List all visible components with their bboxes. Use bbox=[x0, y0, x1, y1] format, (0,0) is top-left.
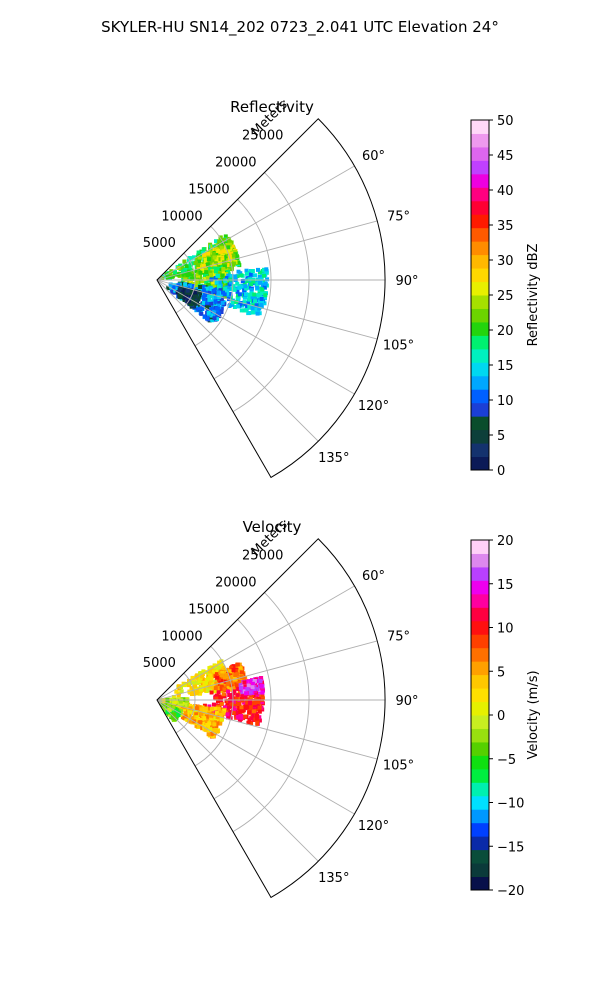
radial-tick-label: 25000 bbox=[242, 549, 283, 564]
echo-region bbox=[166, 281, 230, 323]
colorbar-tick-label: 10 bbox=[497, 622, 514, 637]
azimuth-line bbox=[156, 279, 355, 395]
colorbar-tick-label: 50 bbox=[497, 114, 514, 129]
colorbar-label: Reflectivity dBZ bbox=[526, 244, 541, 347]
radial-tick-label: 15000 bbox=[188, 182, 229, 197]
azimuth-line bbox=[156, 699, 355, 815]
radial-tick-label: 25000 bbox=[242, 129, 283, 144]
echo-field bbox=[160, 234, 270, 323]
angle-tick-label: 90° bbox=[395, 274, 418, 289]
radial-tick-label: 10000 bbox=[161, 209, 202, 224]
range-ring bbox=[194, 225, 234, 347]
colorbar: −20 −15 −10 −5 0 5 10 15 20 Velocity (m/s) bbox=[470, 534, 541, 899]
angle-tick-label: 105° bbox=[383, 339, 414, 354]
range-ring bbox=[213, 619, 272, 800]
angle-tick-label: 120° bbox=[358, 819, 389, 834]
polar-grid bbox=[156, 585, 385, 862]
colorbar-tick-label: 40 bbox=[497, 184, 514, 199]
azimuth-line bbox=[156, 165, 355, 281]
azimuth-line bbox=[156, 279, 378, 340]
radial-tick-label: 20000 bbox=[215, 576, 256, 591]
range-ring bbox=[175, 672, 196, 734]
radial-tick-label: 20000 bbox=[215, 156, 256, 171]
colorbar-tick-label: 5 bbox=[497, 665, 505, 680]
colorbar-tick-label: 35 bbox=[497, 219, 514, 234]
colorbar-tick-label: 20 bbox=[497, 534, 514, 549]
colorbar: 0 5 10 15 20 25 30 35 40 45 50 Reflectivity dBZ bbox=[470, 114, 541, 479]
azimuth-line bbox=[156, 279, 319, 442]
azimuth-line bbox=[156, 699, 319, 862]
colorbar-tick-label: 15 bbox=[497, 359, 514, 374]
colorbar-tick-label: 10 bbox=[497, 394, 514, 409]
colorbar-tick-label: 5 bbox=[497, 429, 505, 444]
reflectivity-panel: Reflectivity500010000150002000025000Mete… bbox=[143, 97, 541, 479]
radial-tick-label: 5000 bbox=[143, 656, 176, 671]
azimuth-line bbox=[156, 585, 355, 701]
angle-tick-label: 90° bbox=[395, 694, 418, 709]
figure-title: SKYLER-HU SN14_202 0723_2.041 UTC Elevat… bbox=[101, 18, 499, 37]
panel-title: Reflectivity bbox=[230, 98, 314, 116]
colorbar-tick-label: 20 bbox=[497, 324, 514, 339]
colorbar-label: Velocity (m/s) bbox=[526, 670, 541, 759]
colorbar-tick-label: 0 bbox=[497, 464, 505, 479]
colorbar-tick-label: −20 bbox=[497, 884, 524, 899]
angle-tick-label: 60° bbox=[362, 569, 385, 584]
angle-tick-label: 105° bbox=[383, 759, 414, 774]
range-ring bbox=[194, 645, 234, 767]
colorbar-tick-label: −10 bbox=[497, 797, 524, 812]
echo-region bbox=[238, 676, 265, 696]
range-ring bbox=[213, 199, 272, 380]
velocity-panel: Velocity500010000150002000025000Meters60… bbox=[143, 517, 541, 899]
polar-grid bbox=[156, 165, 385, 442]
colorbar-tick-label: 0 bbox=[497, 709, 505, 724]
colorbar-tick-label: −15 bbox=[497, 840, 524, 855]
range-ring bbox=[175, 252, 196, 314]
angle-tick-label: 135° bbox=[318, 451, 349, 466]
radial-tick-label: 10000 bbox=[161, 629, 202, 644]
angle-tick-label: 120° bbox=[358, 399, 389, 414]
angle-tick-label: 135° bbox=[318, 871, 349, 886]
azimuth-line bbox=[156, 220, 378, 281]
radial-tick-label: 15000 bbox=[188, 602, 229, 617]
panel-title: Velocity bbox=[243, 518, 302, 536]
angle-tick-label: 60° bbox=[362, 149, 385, 164]
colorbar-tick-label: 15 bbox=[497, 578, 514, 593]
echo-field bbox=[157, 659, 265, 739]
sector-frame bbox=[156, 118, 386, 479]
radial-tick-label: 5000 bbox=[143, 236, 176, 251]
angle-tick-label: 75° bbox=[387, 629, 410, 644]
sector-frame bbox=[156, 538, 386, 899]
azimuth-line bbox=[156, 640, 378, 701]
colorbar-tick-label: −5 bbox=[497, 753, 516, 768]
colorbar-tick-label: 25 bbox=[497, 289, 514, 304]
angle-tick-label: 75° bbox=[387, 209, 410, 224]
azimuth-line bbox=[156, 699, 378, 760]
colorbar-tick-label: 45 bbox=[497, 149, 514, 164]
colorbar-tick-label: 30 bbox=[497, 254, 514, 269]
